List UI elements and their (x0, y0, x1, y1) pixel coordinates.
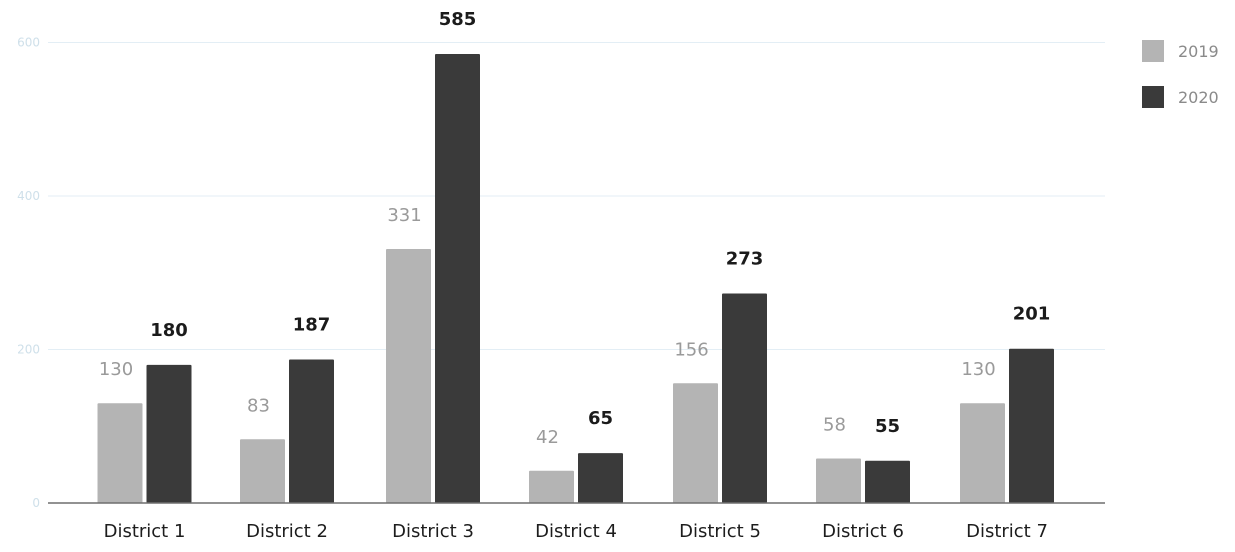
y-tick-label: 400 (17, 189, 40, 203)
data-label-2020: 55 (875, 416, 900, 437)
bar-2019-district-7 (960, 403, 1005, 503)
data-label-2020: 585 (439, 9, 477, 30)
bar-2019-district-1 (97, 403, 143, 503)
x-tick-label: District 1 (104, 521, 186, 542)
bar-2020-district-7 (1009, 348, 1054, 503)
bar-2019-district-2 (240, 439, 285, 503)
x-tick-label: District 4 (535, 521, 617, 542)
bar-2020-district-1 (146, 364, 192, 503)
y-axis-ticks: 0 200 400 600 (17, 35, 40, 510)
data-label-2019: 156 (674, 339, 708, 360)
data-label-2019: 42 (536, 427, 559, 448)
x-tick-label: District 2 (246, 521, 328, 542)
x-tick-label: District 6 (822, 521, 904, 542)
data-label-2020: 201 (1013, 304, 1051, 325)
data-label-2019: 130 (99, 359, 133, 380)
data-label-2020: 273 (726, 248, 764, 269)
y-tick-label: 200 (17, 342, 40, 356)
data-label-2019: 58 (823, 414, 846, 435)
legend-label-2020: 2020 (1178, 88, 1219, 107)
bar-2019-district-5 (673, 383, 718, 503)
grid-lines (48, 41, 1105, 350)
bar-2019-district-6 (816, 458, 861, 503)
y-tick-label: 600 (17, 35, 40, 49)
x-tick-label: District 7 (966, 521, 1048, 542)
bar-2020-district-2 (289, 359, 334, 503)
bar-2020-district-4 (578, 453, 623, 503)
bar-2019-district-3 (386, 248, 431, 503)
data-label-2020: 187 (293, 314, 331, 335)
y-tick-label: 0 (32, 496, 40, 510)
bar-2020-district-3 (435, 54, 480, 503)
x-tick-label: District 3 (392, 521, 474, 542)
data-label-2019: 331 (387, 205, 421, 226)
legend-swatch-2019 (1142, 40, 1164, 62)
data-label-2020: 180 (150, 320, 188, 341)
data-label-2019: 130 (961, 359, 995, 380)
legend: 2019 2020 (1142, 40, 1219, 108)
bar-2019-district-4 (529, 470, 574, 503)
legend-label-2019: 2019 (1178, 42, 1219, 61)
bar-2020-district-5 (722, 293, 767, 503)
data-labels: 130 180 83 187 331 585 42 65 156 273 58 55 130 201 (99, 9, 1050, 448)
bars (97, 54, 1054, 503)
data-label-2019: 83 (247, 395, 270, 416)
x-tick-label: District 5 (679, 521, 761, 542)
x-axis-ticks: District 1 District 2 District 3 District 4… (104, 521, 1048, 542)
data-label-2020: 65 (588, 408, 613, 429)
legend-swatch-2020 (1142, 86, 1164, 108)
bar-2020-district-6 (865, 460, 910, 503)
